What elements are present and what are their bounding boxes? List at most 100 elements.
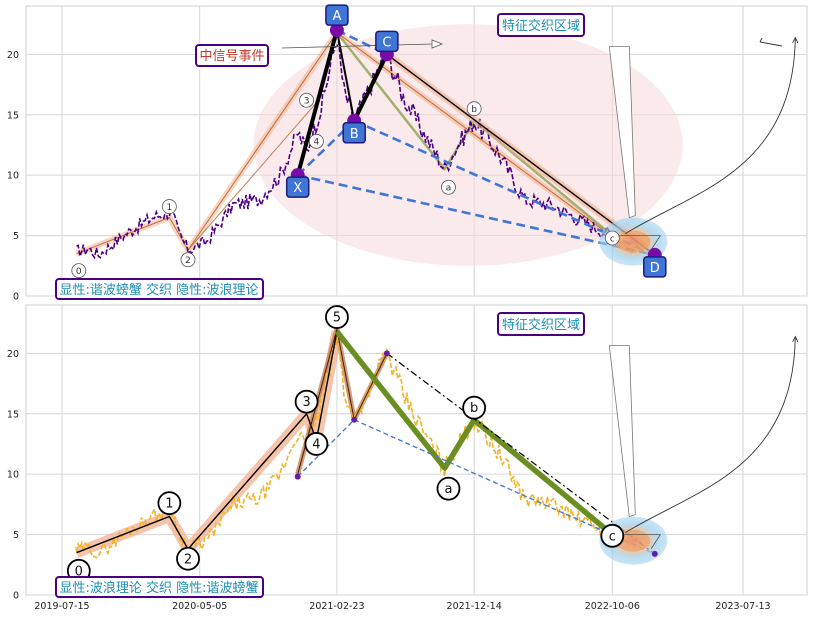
wave-count-circle bbox=[441, 179, 456, 195]
bottom-x-ticks: 2019-07-15 2020-05-05 2021-02-23 2021-12-14… bbox=[34, 601, 770, 612]
wave-count-label: 3 bbox=[302, 395, 310, 410]
wave-count-label: a bbox=[444, 482, 452, 497]
wave-count-circle bbox=[304, 432, 329, 456]
top-feature-zone-label: 特征交织区域 bbox=[502, 18, 580, 34]
pattern-point-marker bbox=[329, 23, 344, 38]
harmonic-dashed-line bbox=[297, 173, 656, 257]
x-tick-label: 2023-07-13 bbox=[715, 601, 770, 612]
bottom-y-ticks: 0 5 10 15 20 bbox=[7, 349, 19, 602]
bottom-plot-frame bbox=[25, 304, 808, 596]
wave-count-circle bbox=[157, 491, 182, 516]
y-tick-label: 0 bbox=[13, 591, 19, 602]
pattern-point-dot bbox=[351, 416, 358, 423]
projection-arrow bbox=[625, 38, 795, 235]
wave-count-circle bbox=[600, 523, 625, 548]
wave-count-label: 4 bbox=[314, 138, 320, 148]
top-content: X A B C D 0 1 2 3 4 a b c bbox=[71, 4, 796, 279]
wave-count-label: b bbox=[471, 105, 477, 115]
harmonic-leg-line bbox=[336, 329, 355, 420]
feature-zone-pointer bbox=[608, 345, 636, 518]
wave-count-circle bbox=[161, 199, 177, 214]
x-tick-label: 2022-10-06 bbox=[585, 601, 640, 612]
signal-event-label: 中信号事件 bbox=[199, 49, 264, 64]
pattern-point-badge bbox=[643, 256, 667, 278]
wave-count-label: 4 bbox=[312, 437, 320, 452]
signal-arrow bbox=[281, 39, 444, 49]
y-tick-label: 15 bbox=[7, 409, 19, 420]
top-feature-zone-box: 特征交织区域 bbox=[497, 13, 585, 37]
y-tick-label: 5 bbox=[13, 530, 19, 541]
bottom-feature-zone-box: 特征交织区域 bbox=[497, 312, 585, 336]
wave-count-label: 0 bbox=[75, 564, 83, 579]
wave-count-label: 1 bbox=[165, 497, 173, 512]
y-tick-label: 15 bbox=[7, 110, 19, 121]
pattern-point-badge bbox=[342, 122, 366, 144]
top-caption-box: 显性:谐波螃蟹 交织 隐性:波浪理论 bbox=[55, 278, 264, 300]
wave-count-label: b bbox=[470, 401, 478, 416]
y-tick-label: 20 bbox=[7, 50, 19, 61]
wave-count-label: c bbox=[610, 234, 615, 244]
harmonic-leg bbox=[335, 29, 356, 121]
wave-count-label: c bbox=[609, 529, 616, 544]
x-tick-label: 2020-05-05 bbox=[172, 601, 227, 612]
corrective-wave-line bbox=[334, 329, 615, 537]
y-tick-label: 5 bbox=[13, 231, 19, 242]
wave-count-circle bbox=[466, 101, 482, 117]
top-y-ticks: 0 5 10 15 20 bbox=[7, 50, 19, 303]
wave-count-label: 1 bbox=[166, 203, 172, 213]
impulse-wave-line bbox=[76, 331, 338, 554]
x-tick-label: 2021-12-14 bbox=[447, 601, 502, 612]
pattern-point-label: A bbox=[332, 9, 341, 24]
wave-count-circle bbox=[299, 92, 314, 108]
signal-event-box: 中信号事件 bbox=[195, 44, 269, 67]
wave-envelope-inner bbox=[187, 102, 317, 251]
x-tick-label: 2019-07-15 bbox=[34, 601, 89, 612]
harmonic-leg bbox=[295, 29, 339, 176]
wave-count-label: 2 bbox=[185, 256, 191, 266]
pattern-point-dot bbox=[383, 350, 390, 357]
top-caption: 显性:谐波螃蟹 交织 隐性:波浪理论 bbox=[59, 282, 258, 298]
top-projection-arrowhead bbox=[759, 37, 783, 47]
corrective-wave-line bbox=[335, 31, 614, 237]
pattern-point-label: X bbox=[293, 181, 302, 196]
wave-count-circle bbox=[325, 305, 349, 329]
wave-count-circle bbox=[308, 133, 324, 149]
pattern-point-badge bbox=[285, 176, 310, 198]
pattern-point-label: C bbox=[382, 35, 391, 50]
wave-count-circle bbox=[604, 230, 620, 246]
pattern-point-label: B bbox=[350, 127, 359, 142]
harmonic-leg bbox=[386, 53, 656, 256]
wave-count-label: 0 bbox=[76, 267, 82, 277]
bottom-caption-box: 显性:波浪理论 交织 隐性:谐波螃蟹 bbox=[55, 576, 264, 598]
wave-count-circle bbox=[71, 263, 87, 279]
wave-count-label: 5 bbox=[333, 311, 341, 326]
harmonic-leg bbox=[352, 53, 389, 122]
wave-count-circle bbox=[294, 389, 319, 414]
y-tick-label: 10 bbox=[7, 470, 19, 481]
wave-count-circle bbox=[436, 476, 461, 501]
wave-count-circle bbox=[176, 546, 200, 571]
harmonic-leg-line bbox=[353, 353, 388, 421]
y-tick-label: 10 bbox=[7, 171, 19, 182]
dashdot-trend-line bbox=[386, 352, 656, 555]
pattern-point-label: D bbox=[650, 261, 660, 276]
pattern-point-badge bbox=[375, 30, 399, 53]
bottom-content: 0 1 2 3 4 5 a b c bbox=[66, 305, 796, 583]
wave-count-label: 2 bbox=[184, 552, 192, 567]
wave-count-circle bbox=[462, 395, 487, 420]
projection-arrow bbox=[625, 337, 795, 534]
wave-count-label: 3 bbox=[304, 97, 310, 107]
bottom-caption: 显性:波浪理论 交织 隐性:谐波螃蟹 bbox=[59, 580, 258, 596]
feature-zone-pointer bbox=[608, 46, 636, 219]
bottom-feature-zone-label: 特征交织区域 bbox=[502, 317, 580, 333]
target-zone-tick bbox=[606, 534, 662, 549]
y-tick-label: 20 bbox=[7, 349, 19, 360]
pattern-point-dot bbox=[294, 473, 301, 480]
target-zone-tick bbox=[606, 235, 662, 250]
x-tick-label: 2021-02-23 bbox=[309, 601, 364, 612]
wave-count-circle bbox=[180, 252, 196, 268]
target-zone-core bbox=[616, 529, 651, 552]
wave-count-label: a bbox=[446, 184, 452, 194]
